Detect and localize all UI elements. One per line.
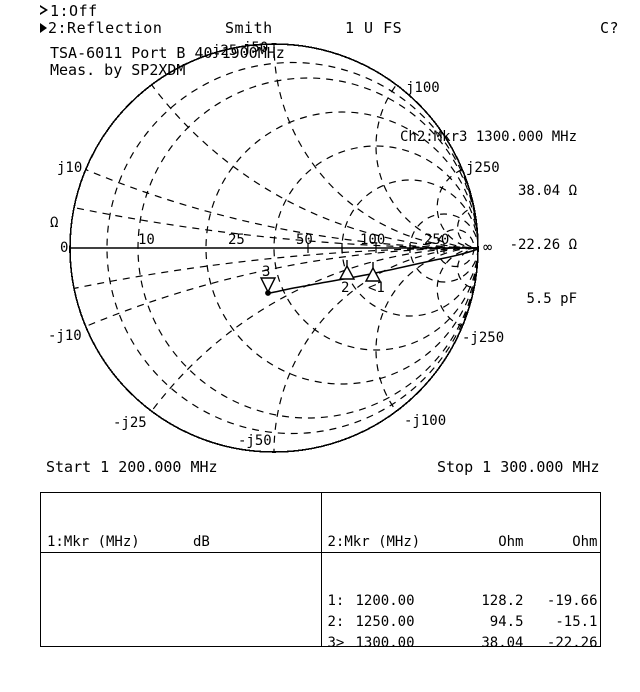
marker-3-label: 3 bbox=[262, 264, 271, 280]
row-frequency: 1300.00 bbox=[355, 635, 415, 651]
marker-readout-capacitance: 5.5 pF bbox=[526, 291, 578, 307]
channel1-inactive-arrow-icon bbox=[40, 5, 49, 16]
channel2-status-label: 2:Reflection bbox=[48, 19, 163, 37]
channel2-status-row[interactable]: 2:Reflection bbox=[40, 19, 162, 37]
row-resistance: 38.04 bbox=[481, 635, 524, 651]
measured-by-label: Meas. by SP2XDM bbox=[50, 61, 186, 79]
marker-2-symbol[interactable] bbox=[338, 260, 356, 280]
marker-1-label: <1 bbox=[368, 280, 385, 296]
table-row[interactable]: 3> 1300.00 38.04 -22.26 bbox=[322, 633, 601, 654]
marker-readout-panel: Ch2:Mkr3 1300.000 MHz 38.04 Ω -22.26 Ω 5… bbox=[400, 92, 577, 326]
channel2-format-label[interactable]: Smith bbox=[225, 19, 273, 37]
axis-label-r0: 0 bbox=[60, 240, 69, 256]
sweep-stop-label[interactable]: Stop 1 300.000 MHz bbox=[437, 458, 600, 476]
axis-label-neg-j250: -j250 bbox=[462, 330, 505, 346]
row-frequency: 1250.00 bbox=[355, 614, 415, 630]
marker-3-symbol[interactable] bbox=[259, 277, 277, 296]
row-frequency: 1200.00 bbox=[355, 593, 415, 609]
axis-label-r250: 250 bbox=[424, 232, 450, 248]
table-right-body: 1: 1200.00 128.2 -19.66 2: 1250.00 94.5 -15.1 3>… bbox=[322, 591, 601, 654]
channel2-active-arrow-icon bbox=[40, 22, 47, 33]
device-title: TSA-6011 Port B 40-1900MHz bbox=[50, 44, 285, 62]
table-row[interactable]: 2: 1250.00 94.5 -15.1 bbox=[322, 612, 601, 633]
channel1-status-label: 1:Off bbox=[50, 2, 98, 20]
channel1-status-row[interactable]: 1:Off bbox=[40, 2, 98, 20]
marker-readout-resistance: 38.04 Ω bbox=[518, 183, 578, 199]
marker-2-label: 2 bbox=[341, 280, 350, 296]
table-left-header-mkr: 1:Mkr (MHz) bbox=[47, 534, 140, 550]
row-reactance: -15.1 bbox=[555, 614, 598, 630]
table-left-header-db: dB bbox=[193, 534, 210, 550]
axis-label-ohm-unit: Ω bbox=[50, 215, 59, 231]
marker-readout-header: Ch2:Mkr3 1300.000 MHz bbox=[400, 129, 578, 145]
status-block: 1:Off 2:Reflection Smith 1 U FS C? bbox=[0, 0, 640, 40]
table-right-header-row: 2:Mkr (MHz) Ohm Ohm bbox=[321, 531, 600, 553]
axis-label-r10: 10 bbox=[138, 232, 155, 248]
row-reactance: -19.66 bbox=[546, 593, 598, 609]
axis-label-r100: 100 bbox=[360, 232, 386, 248]
axis-label-r50: 50 bbox=[296, 232, 313, 248]
axis-label-r-infinity: ∞ bbox=[483, 238, 493, 256]
table-right-header-ohm1: Ohm bbox=[498, 534, 524, 550]
axis-label-neg-j100: -j100 bbox=[404, 413, 447, 429]
sweep-start-label[interactable]: Start 1 200.000 MHz bbox=[46, 458, 218, 476]
row-index: 2: bbox=[327, 614, 345, 630]
axis-label-j50: j50 bbox=[243, 40, 269, 56]
correction-status-label: C? bbox=[600, 19, 620, 37]
axis-label-r25: 25 bbox=[228, 232, 245, 248]
smith-axis-ticks bbox=[307, 243, 445, 253]
axis-label-neg-j50: -j50 bbox=[238, 433, 272, 449]
marker-tables: 1:Mkr (MHz) dB 2:Mkr (MHz) Ohm Ohm 1: 120… bbox=[40, 492, 601, 651]
table-right-header-mkr: 2:Mkr (MHz) bbox=[327, 534, 421, 550]
smith-chart-plot[interactable] bbox=[0, 0, 640, 470]
axis-label-neg-j10: -j10 bbox=[48, 328, 82, 344]
row-index: 1: bbox=[327, 593, 345, 609]
axis-label-neg-j25: -j25 bbox=[113, 415, 147, 431]
row-index: 3> bbox=[327, 635, 345, 651]
smith-markers bbox=[259, 260, 382, 296]
row-reactance: -22.26 bbox=[546, 635, 598, 651]
axis-label-j250: j250 bbox=[466, 160, 500, 176]
smith-trace bbox=[269, 248, 479, 294]
row-resistance: 128.2 bbox=[481, 593, 524, 609]
channel2-scale-label[interactable]: 1 U FS bbox=[345, 19, 403, 37]
axis-label-j100: j100 bbox=[406, 80, 440, 96]
smith-reactance-arcs bbox=[70, 44, 478, 452]
row-resistance: 94.5 bbox=[489, 614, 524, 630]
marker-table-channel1[interactable]: 1:Mkr (MHz) dB bbox=[41, 493, 322, 646]
table-right-header-ohm2: Ohm bbox=[572, 534, 598, 550]
table-left-header-row: 1:Mkr (MHz) dB bbox=[41, 531, 321, 553]
marker-table-channel2[interactable]: 2:Mkr (MHz) Ohm Ohm 1: 1200.00 128.2 -19.66… bbox=[321, 493, 600, 651]
axis-label-j25: j25 bbox=[212, 43, 238, 59]
axis-label-j10: j10 bbox=[57, 160, 83, 176]
marker-readout-reactance: -22.26 Ω bbox=[509, 237, 578, 253]
table-row[interactable]: 1: 1200.00 128.2 -19.66 bbox=[322, 591, 601, 612]
marker-1-symbol[interactable] bbox=[364, 262, 382, 282]
